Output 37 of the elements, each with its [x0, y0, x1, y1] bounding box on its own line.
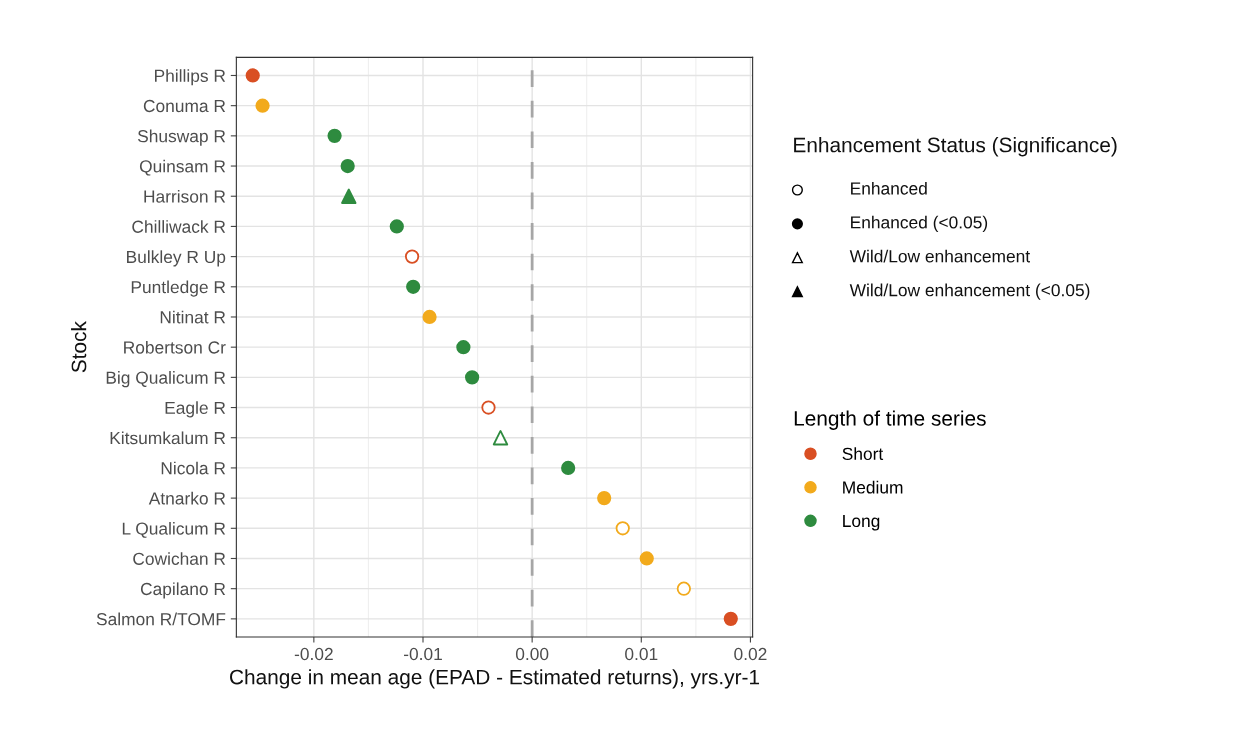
text: Enhanced (<0.05) — [851, 215, 988, 232]
y-tick-label: Kitsumkalum R — [110, 431, 226, 445]
y-tick-label: Chilliwack R — [132, 220, 226, 233]
y-tick-label: Shuswap R — [137, 129, 226, 146]
y-tick-label: Phillips R — [155, 69, 226, 86]
legend-title: Length of time series — [794, 410, 986, 430]
y-axis-title: Stock — [71, 321, 87, 373]
y-tick-label: Harrison R — [144, 189, 226, 203]
y-tick-label: Big Qualicum R — [106, 371, 226, 388]
y-tick-label: Nitinat R — [160, 310, 226, 324]
y-tick-label: Robertson Cr — [124, 340, 226, 354]
x-tick-label: 0.02 — [734, 647, 767, 661]
text: Enhanced — [851, 181, 927, 195]
text: Wild/Low enhancement — [849, 249, 1030, 263]
point — [341, 188, 357, 204]
legend-label: Short — [842, 447, 884, 461]
y-tick-label: Quinsam R — [139, 159, 226, 176]
x-tick-label: 0.01 — [625, 647, 658, 661]
y-tick-label: Capilano R — [140, 582, 226, 599]
y-tick-label: Cowichan R — [133, 552, 226, 565]
point — [492, 430, 509, 446]
x-tick-label: 0.00 — [515, 647, 549, 661]
y-tick-label: Atnarko R — [148, 491, 226, 505]
text: Wild/Low enhancement (<0.05) — [849, 283, 1090, 300]
y-tick-label: Bulkley R Up — [127, 250, 226, 267]
y-tick-label: Puntledge R — [131, 280, 226, 297]
y-tick-label: Nicola R — [161, 461, 226, 475]
legend-label: Long — [843, 514, 880, 531]
y-tick-label: Conuma R — [143, 99, 226, 113]
y-tick-label: Salmon R/TOMF — [96, 612, 226, 626]
x-tick-label: -0.02 — [294, 647, 333, 661]
text: Enhancement Status (Significance) — [794, 137, 1117, 157]
x-axis-title: Change in mean age (EPAD - Estimated returns), yrs.yr-1 — [230, 669, 760, 689]
x-tick-label: -0.01 — [403, 647, 442, 661]
y-tick-label: L Qualicum R — [122, 522, 226, 538]
y-tick-label: Eagle R — [165, 401, 226, 418]
legend-label: Medium — [843, 480, 903, 494]
